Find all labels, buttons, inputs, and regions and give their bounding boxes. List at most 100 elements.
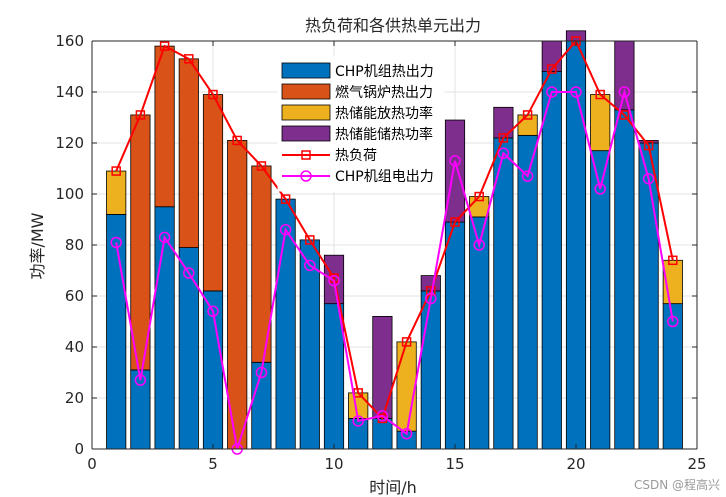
line-point-2 bbox=[449, 155, 461, 167]
bar-segment-1 bbox=[614, 109, 635, 450]
x-tick-label: 5 bbox=[208, 455, 218, 473]
x-tick-label: 0 bbox=[87, 455, 97, 473]
legend-label: 热储能放热功率 bbox=[335, 105, 433, 122]
legend-swatch bbox=[281, 125, 331, 142]
line-point-2 bbox=[376, 410, 389, 422]
y-tick-label: 0 bbox=[74, 440, 84, 458]
line-point-1 bbox=[111, 166, 121, 176]
y-tick-label: 20 bbox=[65, 389, 84, 407]
bar-segment-1 bbox=[275, 198, 296, 450]
line-series-1 bbox=[115, 39, 674, 421]
bar-segment-1 bbox=[469, 216, 490, 450]
line-point-2 bbox=[134, 374, 147, 386]
bar-segment-3 bbox=[590, 94, 611, 152]
bar-segment-1 bbox=[348, 417, 369, 450]
x-axis-title: 时间/h bbox=[369, 478, 417, 497]
legend-label: 热储能储热功率 bbox=[335, 126, 433, 143]
bar-segment-1 bbox=[662, 303, 683, 450]
bar-segment-1 bbox=[106, 213, 127, 450]
line-point-2 bbox=[183, 267, 195, 279]
y-axis-title: 功率/MW bbox=[28, 212, 47, 279]
axes: 0 5 10 15 20 25 0 20 40 60 80 100 120 140 160 bbox=[55, 32, 706, 473]
line-point-2 bbox=[328, 274, 340, 287]
y-tick-label: 80 bbox=[65, 236, 84, 254]
line-point-1 bbox=[159, 41, 170, 51]
x-tick-label: 25 bbox=[687, 455, 706, 473]
bar-segment-3 bbox=[396, 341, 417, 432]
bar-segment-1 bbox=[638, 142, 659, 450]
bar-segment-1 bbox=[420, 290, 441, 450]
line-point-1 bbox=[450, 217, 460, 227]
legend-marker bbox=[301, 150, 311, 160]
y-tick-label: 120 bbox=[55, 134, 84, 152]
line-point-1 bbox=[184, 54, 194, 64]
legend-label: CHP机组热出力 bbox=[335, 64, 434, 80]
line-point-2 bbox=[618, 86, 631, 98]
bar-segment-1 bbox=[590, 150, 611, 450]
line-point-1 bbox=[208, 89, 218, 100]
line-point-2 bbox=[667, 315, 679, 328]
line-point-1 bbox=[280, 194, 291, 204]
line-point-2 bbox=[473, 239, 485, 251]
bar-segment-1 bbox=[493, 137, 514, 450]
line-point-1 bbox=[401, 337, 412, 347]
bar-segment-4 bbox=[541, 40, 562, 73]
bar-segment-1 bbox=[130, 369, 151, 450]
legend-swatch bbox=[281, 62, 331, 79]
bar-segment-3 bbox=[517, 114, 538, 136]
bar-segment-3 bbox=[106, 170, 127, 215]
line-point-1 bbox=[595, 89, 605, 100]
line-point-2 bbox=[352, 415, 364, 427]
bar-segment-2 bbox=[154, 45, 175, 208]
line-point-2 bbox=[570, 86, 582, 98]
x-tick-label: 10 bbox=[324, 455, 343, 473]
bar-segment-4 bbox=[372, 315, 393, 419]
line-point-1 bbox=[305, 235, 315, 245]
bar-segment-3 bbox=[469, 196, 490, 218]
legend-label: 热负荷 bbox=[335, 148, 377, 164]
line-point-2 bbox=[255, 366, 268, 379]
line-point-1 bbox=[256, 161, 267, 171]
bar-segment-1 bbox=[541, 71, 562, 450]
bar-segment-2 bbox=[130, 114, 151, 371]
line-point-1 bbox=[474, 191, 484, 202]
bar-segment-1 bbox=[565, 40, 587, 450]
bar-segment-1 bbox=[444, 221, 466, 450]
bar-segment-4 bbox=[614, 40, 635, 111]
legend-label: CHP机组电出力 bbox=[335, 169, 434, 185]
chart-title: 热负荷和各供热单元出力 bbox=[305, 16, 481, 35]
legend-label: 燃气锅炉热出力 bbox=[335, 84, 433, 101]
line-point-1 bbox=[547, 64, 557, 74]
line-point-2 bbox=[110, 236, 122, 249]
y-tick-label: 60 bbox=[65, 287, 84, 305]
line-point-2 bbox=[521, 170, 534, 182]
legend-swatch bbox=[281, 83, 331, 100]
line-point-1 bbox=[522, 110, 533, 120]
bar-segment-4 bbox=[444, 119, 466, 223]
line-point-2 bbox=[642, 172, 655, 185]
line-point-2 bbox=[279, 223, 292, 236]
line-point-1 bbox=[619, 110, 630, 120]
y-tick-label: 140 bbox=[55, 83, 84, 101]
bar-segment-1 bbox=[517, 134, 538, 450]
line-point-2 bbox=[497, 147, 510, 159]
x-tick-label: 20 bbox=[566, 455, 585, 473]
line-point-2 bbox=[594, 183, 606, 195]
bar-segment-2 bbox=[202, 94, 224, 292]
legend-box bbox=[277, 56, 445, 192]
bar-segment-2 bbox=[227, 140, 248, 450]
line-point-2 bbox=[158, 231, 171, 244]
watermark: CSDN @程高兴 bbox=[633, 478, 720, 492]
y-tick-label: 40 bbox=[65, 338, 84, 356]
line-point-1 bbox=[232, 135, 242, 146]
line-point-2 bbox=[400, 427, 413, 440]
y-tick-label: 160 bbox=[55, 32, 84, 50]
line-point-1 bbox=[643, 140, 654, 151]
line-point-1 bbox=[135, 110, 146, 120]
labels: 热负荷和各供热单元出力 时间/h 功率/MW bbox=[28, 16, 481, 497]
line-point-2 bbox=[425, 292, 437, 305]
legend-marker bbox=[300, 170, 312, 182]
line-point-2 bbox=[304, 259, 316, 272]
